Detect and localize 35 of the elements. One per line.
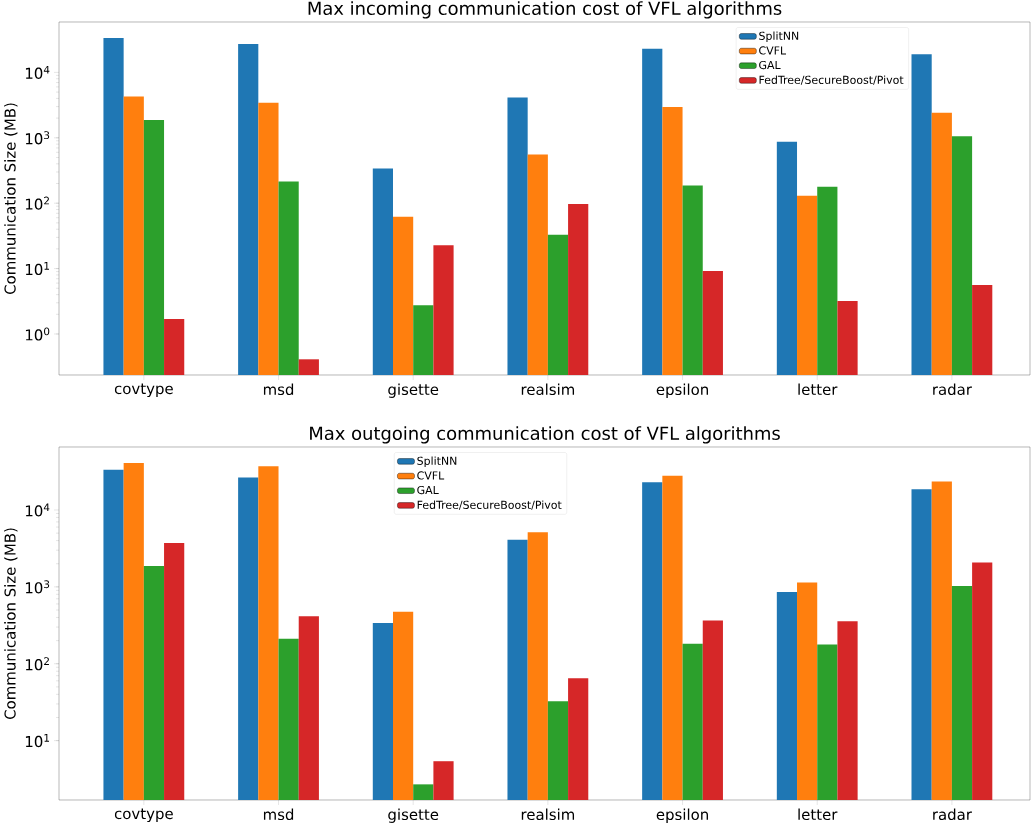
y-tick-label: 10$^{2}$ <box>25 196 49 210</box>
legend-label: CVFL <box>759 46 787 55</box>
x-tick-label: epsilon <box>656 808 708 823</box>
legend-label: FedTree/SecureBoost/Pivot <box>417 500 562 510</box>
y-tick-label: 10$^{3}$ <box>25 580 50 594</box>
x-tick-label: msd <box>263 383 294 396</box>
y-tick-label: 10$^{4}$ <box>25 65 50 79</box>
x-tick-label: realsim <box>521 808 575 821</box>
y-tick-label: 10$^{2}$ <box>25 657 49 671</box>
x-tick-label: covtype <box>114 808 173 823</box>
x-tick-label: radar <box>933 808 972 821</box>
x-tick-label: radar <box>933 383 972 396</box>
legend-label: CVFL <box>417 471 445 480</box>
x-tick-label: epsilon <box>656 383 708 398</box>
y-axis-title: Communication Size (MB) <box>4 103 18 295</box>
x-tick-label: letter <box>798 383 838 396</box>
chart-title: Max outgoing communication cost of VFL algorithms <box>310 426 780 444</box>
legend-label: GAL <box>417 485 439 495</box>
x-tick-label: realsim <box>521 383 575 396</box>
x-tick-label: covtype <box>114 383 173 398</box>
y-tick-label: 10$^{0}$ <box>25 327 50 341</box>
y-tick-label: 10$^{1}$ <box>25 734 50 748</box>
chart-title: Max incoming communication cost of VFL algorithms <box>308 1 782 19</box>
y-tick-label: 10$^{1}$ <box>25 262 50 276</box>
legend-label: SplitNN <box>759 31 799 43</box>
x-tick-label: letter <box>798 808 838 821</box>
legend-label: SplitNN <box>417 456 457 468</box>
y-tick-label: 10$^{4}$ <box>25 503 50 517</box>
y-tick-label: 10$^{3}$ <box>25 131 50 145</box>
y-axis-title: Communication Size (MB) <box>4 528 18 720</box>
x-tick-label: gisette <box>388 383 439 398</box>
x-tick-label: msd <box>263 808 294 821</box>
x-tick-label: gisette <box>388 808 439 823</box>
legend-label: GAL <box>759 60 781 70</box>
legend-label: FedTree/SecureBoost/Pivot <box>759 75 904 85</box>
